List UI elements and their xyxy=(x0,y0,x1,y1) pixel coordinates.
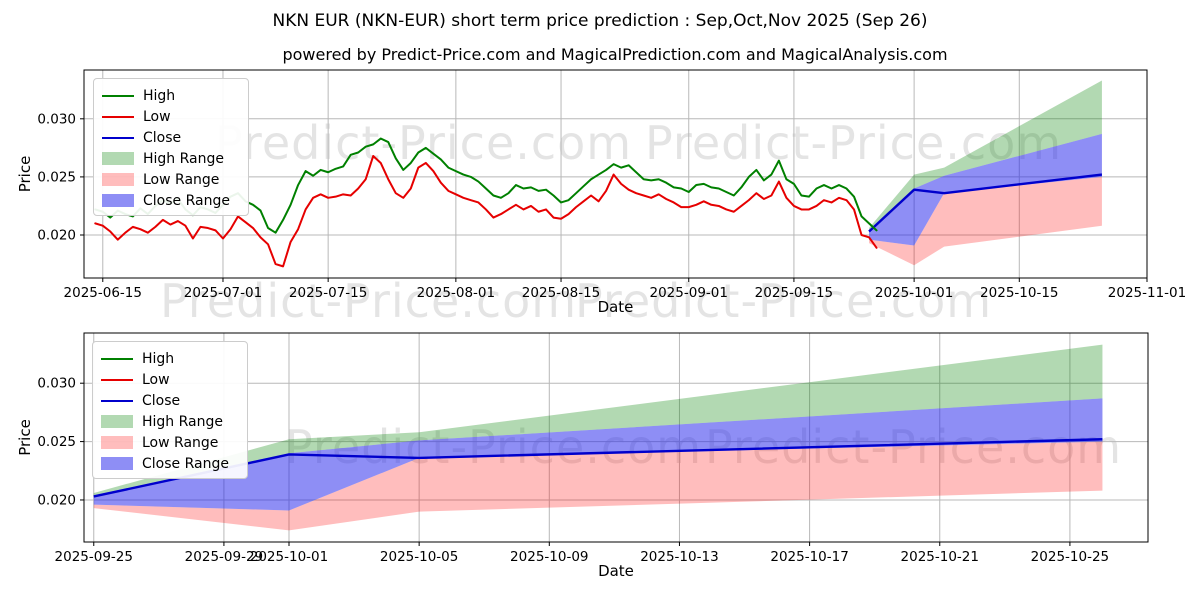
legend-label-close-range: Close Range xyxy=(143,192,230,209)
close-line-swatch xyxy=(102,136,134,139)
legend-label-low: Low xyxy=(143,108,171,125)
y-axis-label: Price xyxy=(16,156,34,193)
legend-top-chart: High Low Close High Range Low Range Clos… xyxy=(93,78,249,216)
legend-item-low: Low xyxy=(101,369,239,390)
x-axis-label: Date xyxy=(598,562,634,580)
legend-label-high: High xyxy=(142,350,175,367)
x-tick-label: 2025-07-15 xyxy=(289,285,367,301)
x-tick-label: 2025-10-05 xyxy=(380,549,458,565)
legend-item-high-range: High Range xyxy=(101,411,239,432)
x-tick-label: 2025-06-15 xyxy=(64,285,142,301)
legend-item-low-range: Low Range xyxy=(102,169,240,190)
close-range-band xyxy=(93,398,1103,511)
legend-bottom-chart: High Low Close High Range Low Range Clos… xyxy=(92,341,248,479)
legend-label-close-range: Close Range xyxy=(142,455,229,472)
y-tick-label: 0.030 xyxy=(37,111,76,127)
low-line-swatch xyxy=(101,378,133,381)
y-tick-label: 0.025 xyxy=(37,434,76,450)
x-tick-label: 2025-09-29 xyxy=(185,549,263,565)
y-tick-label: 0.020 xyxy=(37,228,76,244)
x-tick-label: 2025-07-01 xyxy=(184,285,262,301)
x-tick-label: 2025-10-17 xyxy=(770,549,848,565)
x-tick-label: 2025-11-01 xyxy=(1108,285,1186,301)
y-tick-label: 0.025 xyxy=(37,169,76,185)
legend-item-close-range: Close Range xyxy=(101,453,239,474)
plot-frame xyxy=(83,332,1149,543)
x-axis-label: Date xyxy=(598,298,634,316)
high-range-band xyxy=(93,344,1103,496)
close-range-swatch xyxy=(101,457,133,470)
high-range-swatch xyxy=(102,152,134,165)
x-tick-label: 2025-10-13 xyxy=(640,549,718,565)
close-prediction-line xyxy=(868,173,1103,233)
low-range-band xyxy=(869,176,1102,266)
plot-frame xyxy=(83,69,1148,279)
x-tick-label: 2025-09-01 xyxy=(650,285,728,301)
low-range-band xyxy=(93,441,1103,531)
close-range-band xyxy=(869,133,1102,246)
low-range-swatch xyxy=(101,436,133,449)
y-tick-label: 0.030 xyxy=(37,376,76,392)
legend-item-high: High xyxy=(102,85,240,106)
y-tick-label: 0.020 xyxy=(37,492,76,508)
high-range-swatch xyxy=(101,415,133,428)
high-range-band xyxy=(869,80,1102,231)
x-tick-label: 2025-10-01 xyxy=(250,549,328,565)
legend-label-low-range: Low Range xyxy=(143,171,220,188)
close-line-swatch xyxy=(101,399,133,402)
high-line-swatch xyxy=(102,94,134,97)
high-line-swatch xyxy=(101,357,133,360)
x-tick-label: 2025-08-15 xyxy=(522,285,600,301)
legend-item-low-range: Low Range xyxy=(101,432,239,453)
x-tick-label: 2025-10-09 xyxy=(510,549,588,565)
x-tick-label: 2025-10-21 xyxy=(901,549,979,565)
legend-label-low-range: Low Range xyxy=(142,434,219,451)
low-line-swatch xyxy=(102,115,134,118)
legend-label-close: Close xyxy=(142,392,181,409)
legend-item-high: High xyxy=(101,348,239,369)
low-line xyxy=(94,154,878,268)
x-tick-label: 2025-08-01 xyxy=(417,285,495,301)
price-chart-top: 2025-06-15 2025-07-01 2025-07-15 2025-08-01… xyxy=(16,69,1186,316)
page-title: NKN EUR (NKN-EUR) short term price predi… xyxy=(272,11,928,31)
x-tick-label: 2025-10-15 xyxy=(980,285,1058,301)
x-tick-label: 2025-10-01 xyxy=(875,285,953,301)
legend-label-close: Close xyxy=(143,129,182,146)
y-axis-label: Price xyxy=(16,419,34,456)
x-tick-label: 2025-09-25 xyxy=(55,549,133,565)
x-tick-label: 2025-10-25 xyxy=(1031,549,1109,565)
legend-label-high: High xyxy=(143,87,176,104)
legend-item-close-range: Close Range xyxy=(102,190,240,211)
x-tick-label: 2025-09-15 xyxy=(755,285,833,301)
legend-label-low: Low xyxy=(142,371,170,388)
legend-label-high-range: High Range xyxy=(143,150,224,167)
legend-item-low: Low xyxy=(102,106,240,127)
legend-item-high-range: High Range xyxy=(102,148,240,169)
close-range-swatch xyxy=(102,194,134,207)
figure-subtitle: powered by Predict-Price.com and Magical… xyxy=(282,45,948,64)
legend-item-close: Close xyxy=(102,127,240,148)
low-range-swatch xyxy=(102,173,134,186)
legend-label-high-range: High Range xyxy=(142,413,223,430)
legend-item-close: Close xyxy=(101,390,239,411)
